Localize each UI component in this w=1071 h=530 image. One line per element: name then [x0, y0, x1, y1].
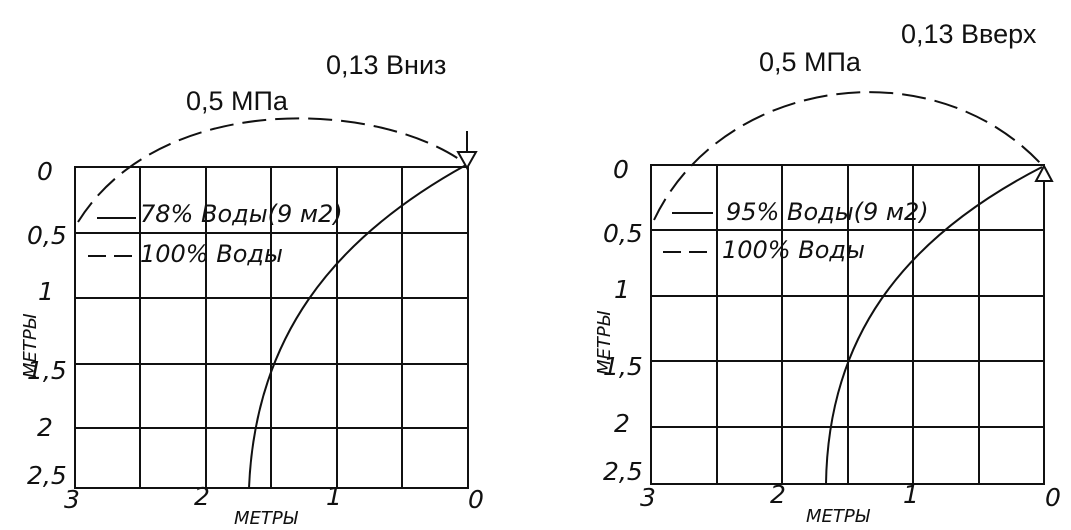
- panel-right: 0,5 МПа 0,13 Вверх 95% Воды(9 м2) 100% В…: [594, 19, 1061, 527]
- legend-label-solid: 95% Воды(9 м2): [726, 198, 929, 226]
- arrow-down-icon: [456, 131, 478, 171]
- y-tick-label: 2: [614, 409, 630, 438]
- x-tick-label: 2: [770, 480, 786, 509]
- y-tick-label: 0,5: [27, 221, 67, 250]
- trajectory-100-water: [77, 117, 467, 223]
- direction-label: 0,13 Вниз: [326, 50, 446, 80]
- x-tick-label: 0: [1045, 483, 1061, 512]
- y-tick-label: 0,5: [603, 219, 643, 248]
- grid-left: [74, 166, 469, 489]
- trajectory-partial-water: [825, 166, 1043, 485]
- x-tick-label: 3: [640, 483, 656, 512]
- x-tick-label: 1: [326, 482, 342, 511]
- panel-left: 0,5 МПа 0,13 Вниз 78% Воды(9 м2) 100% Во…: [20, 50, 484, 529]
- pressure-label: 0,5 МПа: [759, 47, 862, 77]
- x-tick-label: 0: [468, 485, 484, 514]
- y-tick-label: 2,5: [27, 461, 67, 490]
- legend-label-dashed: 100% Воды: [722, 236, 865, 264]
- pressure-label: 0,5 МПа: [186, 86, 289, 116]
- y-tick-label: 1,5: [27, 356, 67, 385]
- y-tick-label: 2: [37, 413, 53, 442]
- y-axis-title: МЕТРЫ: [594, 310, 615, 375]
- legend-label-solid: 78% Воды(9 м2): [140, 200, 343, 228]
- x-tick-label: 1: [903, 480, 919, 509]
- direction-label: 0,13 Вверх: [901, 19, 1037, 49]
- y-tick-label: 2,5: [603, 457, 643, 486]
- legend-label-dashed: 100% Воды: [140, 240, 283, 268]
- y-tick-label: 0: [613, 155, 629, 184]
- y-tick-label: 1,5: [603, 352, 643, 381]
- arrow-up-icon: [1034, 163, 1054, 198]
- x-tick-label: 3: [64, 485, 80, 514]
- x-axis-title: МЕТРЫ: [806, 506, 871, 527]
- grid-right: [650, 164, 1045, 485]
- y-tick-label: 1: [38, 277, 54, 306]
- y-tick-label: 0: [37, 157, 53, 186]
- y-axis-title: МЕТРЫ: [20, 313, 41, 378]
- x-tick-label: 2: [194, 482, 210, 511]
- y-tick-label: 1: [614, 275, 630, 304]
- x-axis-title: МЕТРЫ: [234, 508, 299, 529]
- trajectory-partial-water: [248, 164, 467, 489]
